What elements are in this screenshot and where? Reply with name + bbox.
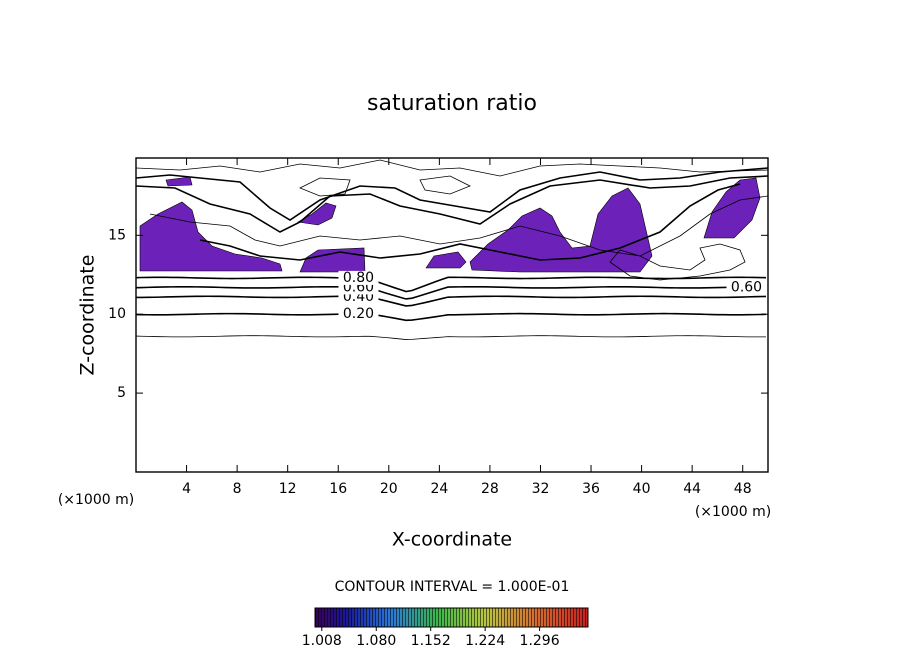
contour-label: 0.60	[731, 279, 762, 295]
x-tick-label: 20	[380, 481, 398, 497]
colorbar-tick-label: 1.080	[356, 633, 396, 649]
x-tick-label: 40	[633, 481, 651, 497]
contour-label: 0.20	[343, 306, 374, 322]
y-tick-label: 15	[108, 227, 126, 243]
colorbar-tick-label: 1.296	[520, 633, 560, 649]
supersaturated-regions	[139, 176, 761, 273]
colorbar-frame	[314, 607, 589, 628]
contour-line	[149, 195, 768, 257]
contour-line	[136, 159, 768, 177]
y-tick-label: 5	[117, 385, 126, 401]
x-tick-label: 24	[430, 481, 448, 497]
region	[165, 176, 193, 187]
y-tick-label: 10	[108, 306, 126, 322]
x-tick-label: 4	[182, 481, 191, 497]
contour-label-bg	[726, 280, 767, 295]
x-tick-label: 16	[329, 481, 347, 497]
unit-label: (×1000 m)	[695, 504, 771, 520]
contour-line	[136, 285, 767, 300]
contour-line	[136, 295, 767, 307]
x-axis-label: X-coordinate	[392, 529, 512, 551]
contour-line	[199, 183, 741, 261]
contour-line	[136, 167, 768, 221]
x-tick-label: 12	[279, 481, 297, 497]
x-tick-label: 48	[734, 481, 752, 497]
x-tick-label: 36	[582, 481, 600, 497]
contour-interval: CONTOUR INTERVAL = 1.000E-01	[335, 579, 570, 595]
contour-label-bg	[338, 307, 379, 322]
region	[703, 177, 761, 239]
contour-label: 0.80	[343, 270, 374, 286]
contour-line	[136, 175, 768, 233]
contour-line	[136, 335, 767, 340]
contour-line	[136, 276, 767, 293]
y-axis-label: Z-coordinate	[77, 255, 99, 376]
chart-title: saturation ratio	[367, 91, 537, 116]
colorbar-tick-label: 1.152	[411, 633, 451, 649]
colorbar-tick-label: 1.224	[465, 633, 505, 649]
region	[139, 201, 283, 272]
contour-line	[299, 177, 351, 197]
region	[297, 202, 337, 226]
x-tick-label: 32	[532, 481, 550, 497]
contour-line	[136, 312, 767, 322]
plot-frame	[135, 157, 769, 473]
contour-line	[419, 175, 471, 195]
colorbar-tick-label: 1.008	[302, 633, 342, 649]
region	[299, 247, 366, 273]
unit-label: (×1000 m)	[58, 492, 134, 508]
contour-label-bg	[338, 270, 379, 285]
x-tick-label: 44	[683, 481, 701, 497]
x-tick-label: 28	[481, 481, 499, 497]
x-tick-label: 8	[233, 481, 242, 497]
region	[425, 251, 467, 269]
